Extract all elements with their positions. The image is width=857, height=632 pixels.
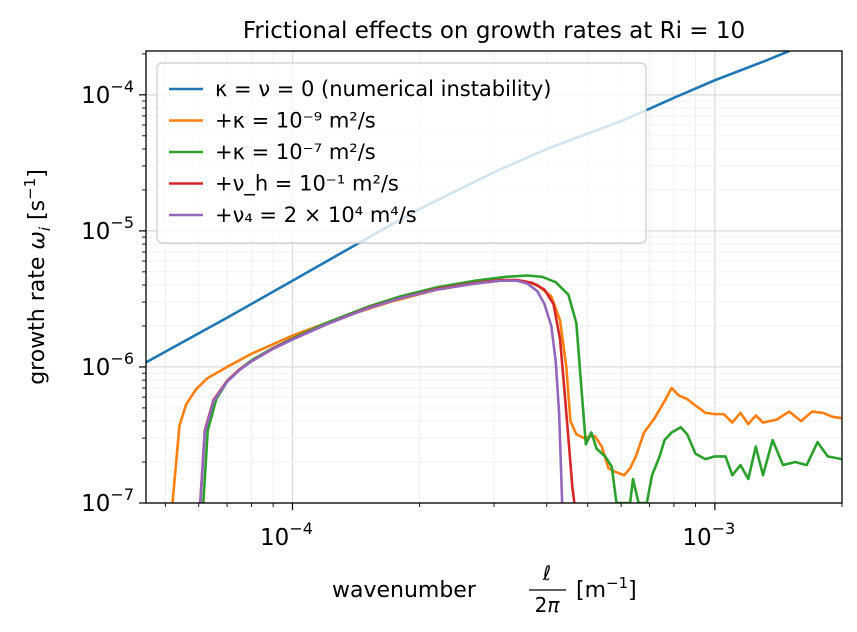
legend-label-4: +ν₄ = 2 × 10⁴ m⁴/s bbox=[215, 203, 417, 227]
series-line-4 bbox=[198, 279, 564, 503]
legend-label-2: +κ = 10⁻⁷ m²/s bbox=[215, 140, 376, 164]
legend-label-0: κ = ν = 0 (numerical instability) bbox=[215, 77, 552, 101]
y-axis-label: growth rate ωi [s−1] bbox=[21, 169, 54, 385]
legend-box bbox=[156, 62, 647, 244]
y-tick-label: 10−6 bbox=[81, 349, 134, 381]
chart-title: Frictional effects on growth rates at Ri… bbox=[243, 18, 745, 44]
legend: κ = ν = 0 (numerical instability) +κ = 10… bbox=[156, 62, 647, 244]
y-tick-label: 10−4 bbox=[81, 77, 134, 109]
series-lines bbox=[146, 51, 842, 503]
x-axis-label-denominator: 2π bbox=[535, 593, 561, 617]
y-tick-label: 10−5 bbox=[81, 213, 134, 245]
x-axis-label-word: wavenumber bbox=[332, 578, 477, 603]
legend-label-3: +ν_h = 10⁻¹ m²/s bbox=[215, 172, 399, 197]
x-tick-label: 10−3 bbox=[682, 519, 735, 551]
axis-ticks: 10−4 10−3 10−7 10−6 10−5 10−4 bbox=[81, 53, 843, 551]
x-axis-label-numerator: ℓ bbox=[542, 561, 551, 585]
y-tick-label: 10−7 bbox=[81, 485, 134, 517]
x-tick-label: 10−4 bbox=[260, 519, 313, 551]
legend-label-1: +κ = 10⁻⁹ m²/s bbox=[215, 109, 376, 133]
